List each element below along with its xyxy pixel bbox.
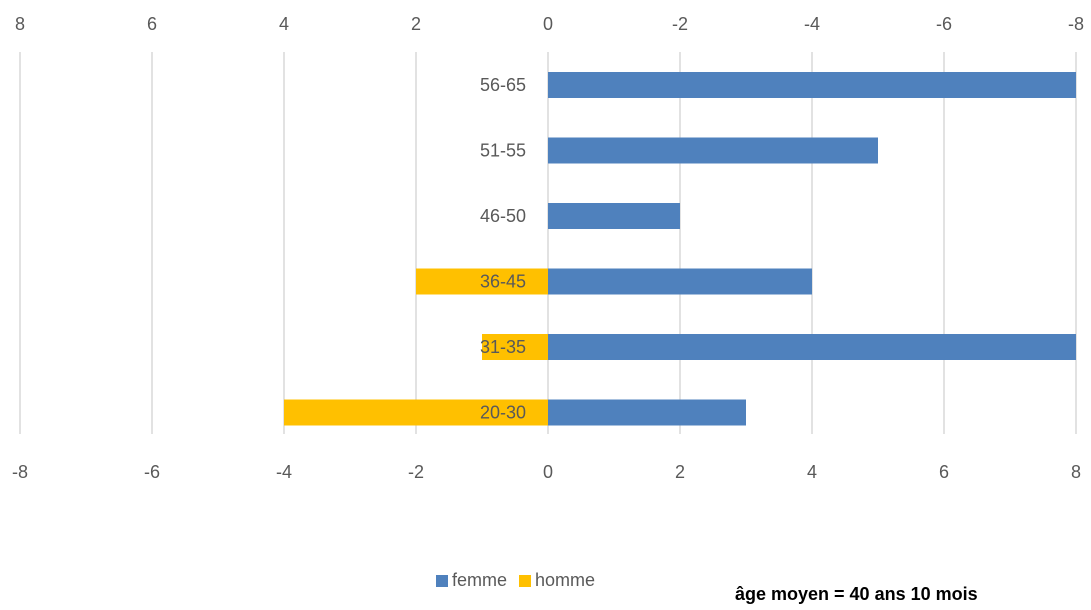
legend-item-femme: femme <box>436 570 507 591</box>
top-tick-label: 6 <box>147 14 157 34</box>
category-label: 51-55 <box>480 141 526 161</box>
bar-femme-31-35 <box>548 334 1076 360</box>
bar-femme-56-65 <box>548 72 1076 98</box>
bar-femme-46-50 <box>548 203 680 229</box>
legend-label-homme: homme <box>535 570 596 590</box>
bar-femme-51-55 <box>548 137 878 164</box>
legend: femme homme <box>436 570 607 591</box>
top-axis-ticks: 8 6 4 2 0 -2 -4 -6 -8 <box>15 14 1084 34</box>
category-labels: 56-65 51-55 46-50 36-45 31-35 20-30 <box>480 75 526 423</box>
category-label: 20-30 <box>480 403 526 423</box>
bottom-tick-label: 0 <box>543 462 553 482</box>
population-pyramid-chart: 8 6 4 2 0 -2 -4 -6 -8 -8 -6 -4 -2 0 2 4 6 8 56-65 51-55 46… <box>12 14 1084 482</box>
top-tick-label: 4 <box>279 14 289 34</box>
bar-homme-20-30 <box>284 399 548 426</box>
bar-homme-36-45 <box>416 268 548 295</box>
bottom-tick-label: -4 <box>276 462 292 482</box>
legend-item-homme: homme <box>519 570 595 591</box>
average-age-note: âge moyen = 40 ans 10 mois <box>735 584 978 604</box>
top-tick-label: -4 <box>804 14 820 34</box>
legend-swatch-femme <box>436 574 448 587</box>
bottom-tick-label: 8 <box>1071 462 1081 482</box>
bottom-tick-label: -2 <box>408 462 424 482</box>
top-tick-label: -6 <box>936 14 952 34</box>
legend-label-femme: femme <box>452 570 508 590</box>
top-tick-label: -8 <box>1068 14 1084 34</box>
category-label: 46-50 <box>480 206 526 226</box>
legend-swatch-homme <box>519 574 532 587</box>
category-label: 36-45 <box>480 272 526 292</box>
top-tick-label: 0 <box>543 14 553 34</box>
bottom-axis-ticks: -8 -6 -4 -2 0 2 4 6 8 <box>12 462 1081 482</box>
bottom-tick-label: -6 <box>144 462 160 482</box>
bottom-tick-label: 4 <box>807 462 817 482</box>
bars <box>284 72 1076 426</box>
bottom-tick-label: 6 <box>939 462 949 482</box>
gridlines <box>19 52 1077 434</box>
top-tick-label: -2 <box>672 14 688 34</box>
category-label: 31-35 <box>480 337 526 357</box>
bottom-tick-label: 2 <box>675 462 685 482</box>
top-tick-label: 8 <box>15 14 25 34</box>
top-tick-label: 2 <box>411 14 421 34</box>
category-label: 56-65 <box>480 75 526 95</box>
bar-femme-20-30 <box>548 399 746 426</box>
bar-femme-36-45 <box>548 268 812 295</box>
bottom-tick-label: -8 <box>12 462 28 482</box>
bar-homme-31-35 <box>482 334 548 360</box>
